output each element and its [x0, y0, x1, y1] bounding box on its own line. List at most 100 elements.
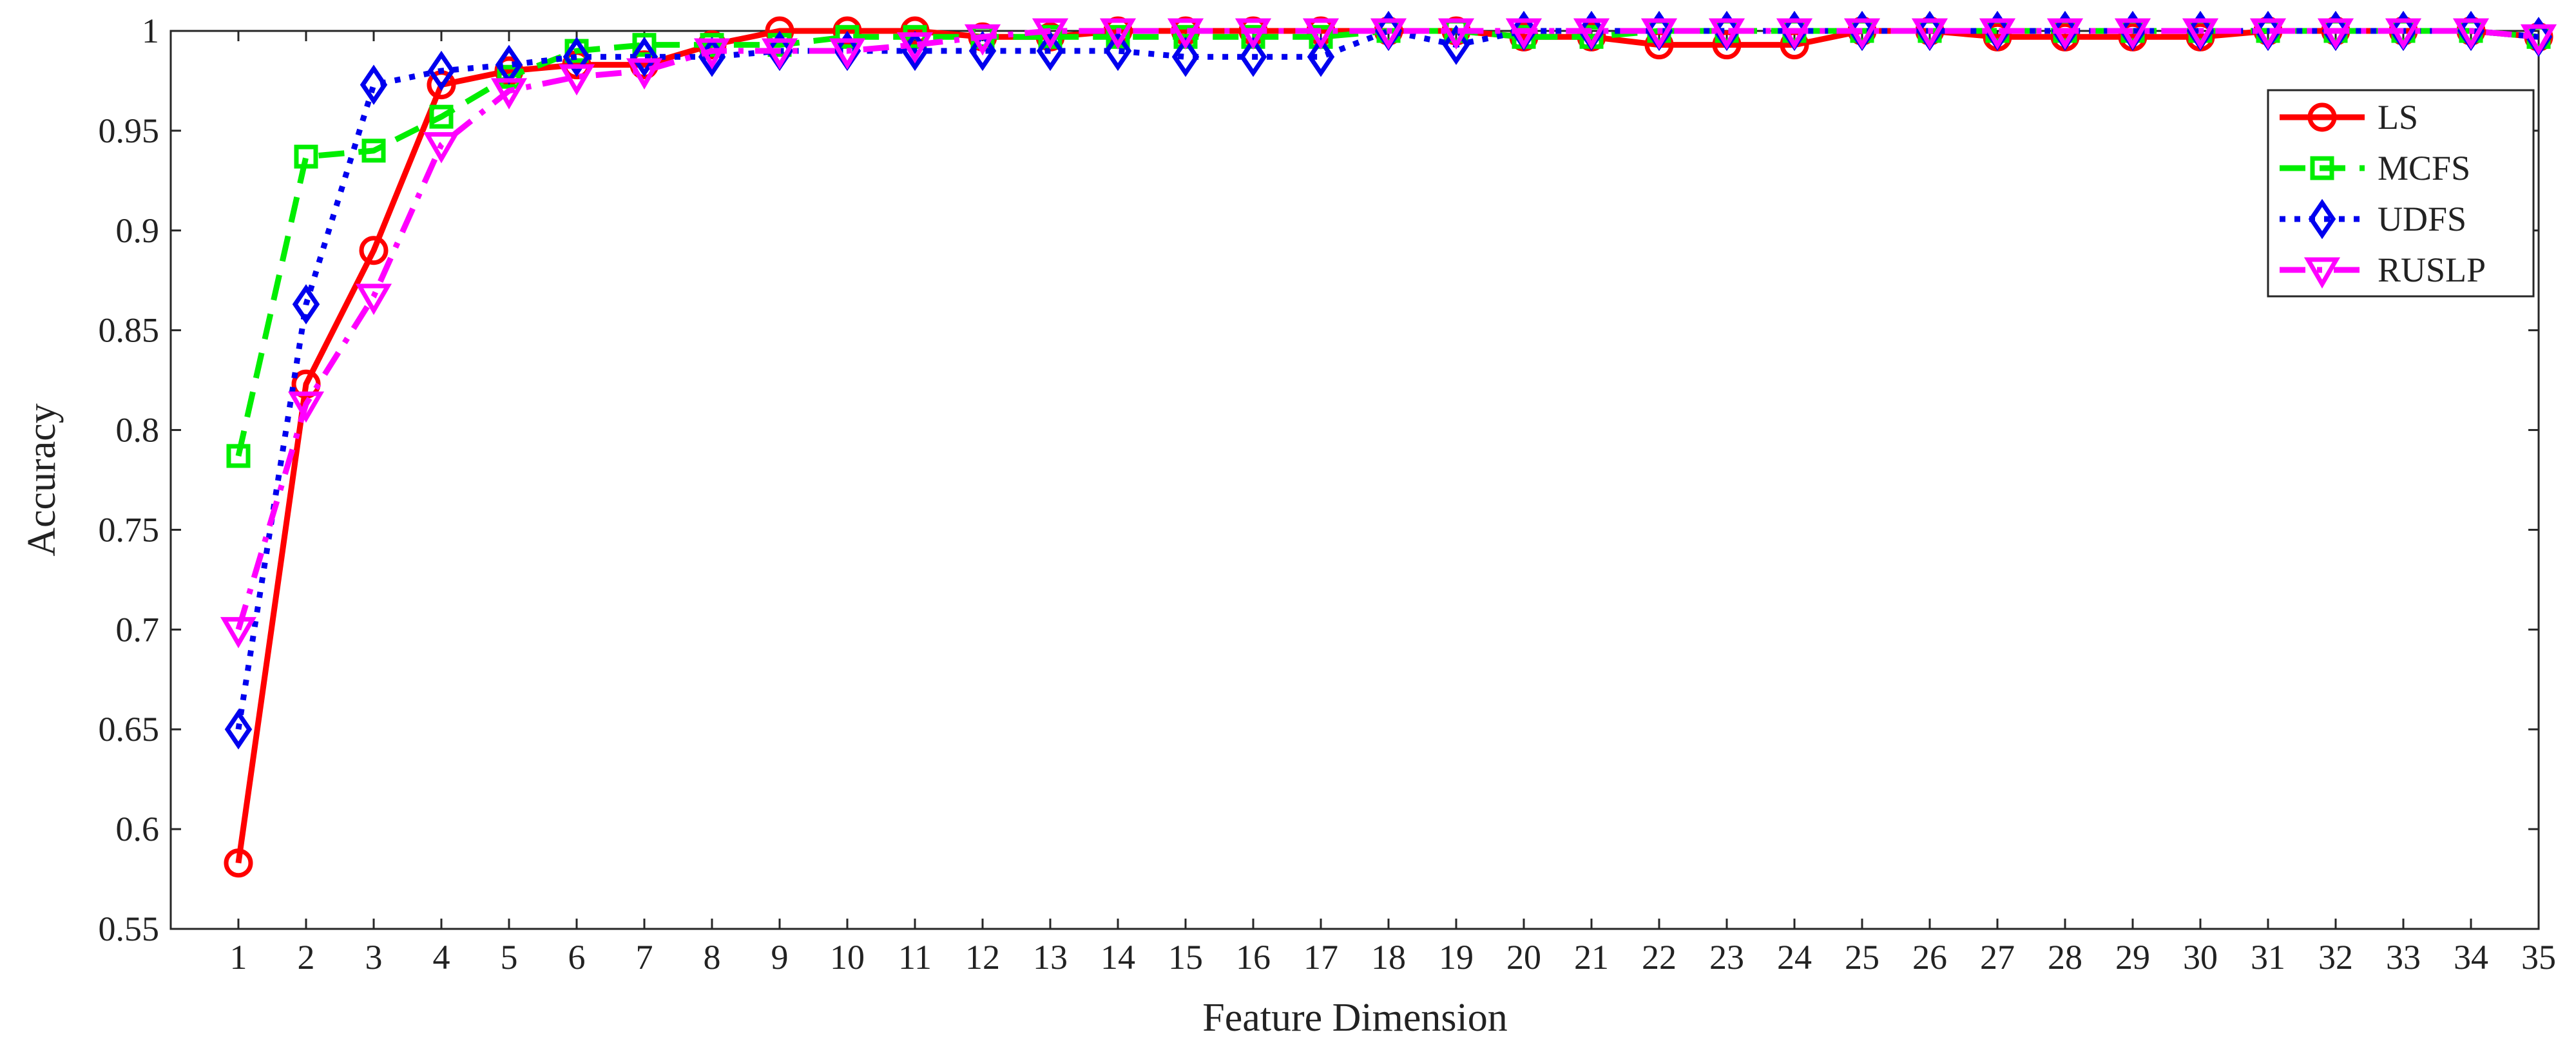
data-point-ruslp — [1235, 18, 1272, 50]
data-point-ruslp — [761, 38, 798, 70]
plot-frame — [169, 30, 2540, 930]
x-tick-label: 4 — [433, 938, 450, 977]
data-point-ruslp — [1573, 18, 1610, 50]
data-point-udfs — [292, 284, 320, 325]
data-point-ruslp — [1302, 18, 1340, 50]
legend-label: UDFS — [2378, 200, 2466, 238]
data-point-udfs — [1239, 37, 1267, 77]
data-point-ruslp — [693, 38, 731, 70]
x-tick-label: 12 — [965, 938, 1000, 977]
x-tick-label: 32 — [2318, 938, 2353, 977]
data-point-udfs — [1171, 37, 1200, 77]
data-point-ruslp — [558, 64, 595, 96]
data-point-mcfs — [835, 24, 860, 49]
x-tick-label: 11 — [898, 938, 932, 977]
data-point-ls — [900, 16, 930, 46]
series-ruslp — [220, 18, 2557, 649]
data-point-ruslp — [287, 391, 325, 423]
data-point-udfs — [360, 64, 388, 105]
data-point-ruslp — [896, 32, 934, 64]
legend-item-mcfs: MCFS — [2280, 149, 2470, 187]
y-tick-label: 0.9 — [116, 211, 160, 250]
data-point-ruslp — [355, 283, 392, 315]
data-point-mcfs — [632, 33, 657, 57]
data-point-udfs — [1036, 30, 1064, 72]
data-point-ruslp — [2249, 18, 2287, 50]
y-axis-label: Accuracy — [20, 403, 64, 557]
legend-item-ls: LS — [2280, 98, 2418, 137]
x-tick-label: 14 — [1101, 938, 1135, 977]
data-point-mcfs — [429, 104, 454, 129]
data-point-ls — [832, 16, 862, 46]
y-axis: 0.55 0.6 0.65 0.7 0.75 0.8 0.85 0.9 0.95 1 — [99, 12, 2539, 948]
x-axis: 1 2 3 4 5 6 7 8 9 10 11 12 13 14 15 16 17 18 19 20 21 22 23 24 2… — [230, 31, 2556, 977]
x-tick-label: 24 — [1777, 938, 1812, 977]
data-point-ruslp — [1032, 18, 1069, 50]
legend-marker — [2310, 156, 2334, 180]
legend-label: MCFS — [2378, 149, 2470, 187]
x-tick-label: 5 — [501, 938, 518, 977]
data-point-ruslp — [1437, 18, 1475, 50]
data-point-ruslp — [1843, 18, 1881, 50]
data-point-udfs — [1104, 30, 1132, 72]
x-tick-label: 35 — [2521, 938, 2556, 977]
x-tick-label: 28 — [2048, 938, 2082, 977]
data-point-ruslp — [423, 132, 460, 164]
data-point-udfs — [562, 37, 591, 77]
y-tick-label: 0.95 — [99, 111, 160, 150]
y-tick-label: 0.7 — [116, 610, 160, 649]
y-tick-label: 0.85 — [99, 311, 160, 350]
data-point-ruslp — [1505, 18, 1543, 50]
data-point-ruslp — [2182, 18, 2219, 50]
data-point-ruslp — [2452, 18, 2490, 50]
data-point-mcfs — [903, 24, 927, 49]
data-point-udfs — [1307, 37, 1335, 77]
x-tick-label: 16 — [1236, 938, 1271, 977]
legend-marker — [2308, 198, 2336, 240]
data-point-ls — [224, 848, 253, 878]
data-point-ruslp — [829, 38, 866, 70]
x-tick-label: 26 — [1912, 938, 1947, 977]
data-point-ruslp — [1708, 18, 1745, 50]
legend-label: RUSLP — [2378, 251, 2486, 289]
x-tick-label: 23 — [1709, 938, 1744, 977]
data-point-ruslp — [2114, 18, 2151, 50]
x-tick-label: 2 — [298, 938, 315, 977]
y-tick-label: 1 — [142, 12, 159, 50]
series-layer — [220, 10, 2557, 878]
data-point-ruslp — [1167, 18, 1204, 50]
data-point-ruslp — [1370, 18, 1407, 50]
data-point-udfs — [630, 37, 658, 77]
data-point-udfs — [427, 50, 456, 91]
plot-area — [169, 30, 2540, 930]
x-tick-label: 34 — [2454, 938, 2488, 977]
x-tick-label: 8 — [704, 938, 721, 977]
data-point-ls — [1712, 30, 1742, 60]
x-tick-label: 18 — [1371, 938, 1406, 977]
data-point-udfs — [224, 709, 253, 750]
legend-label: LS — [2378, 98, 2418, 137]
data-point-ruslp — [1911, 18, 1948, 50]
data-point-ruslp — [1979, 18, 2016, 50]
x-tick-label: 29 — [2115, 938, 2150, 977]
x-tick-label: 22 — [1642, 938, 1677, 977]
x-tick-label: 7 — [636, 938, 653, 977]
x-axis-label: Feature Dimension — [1202, 996, 1508, 1040]
data-point-ruslp — [220, 616, 257, 649]
data-point-ruslp — [2317, 18, 2354, 50]
legend-item-udfs: UDFS — [2280, 198, 2466, 240]
y-tick-label: 0.75 — [99, 510, 160, 549]
data-point-ruslp — [2385, 18, 2422, 50]
data-point-udfs — [1442, 24, 1470, 65]
data-point-ruslp — [2520, 24, 2557, 56]
y-tick-label: 0.65 — [99, 710, 160, 749]
x-tick-label: 1 — [230, 938, 247, 977]
legend-item-ruslp: RUSLP — [2280, 251, 2486, 289]
x-tick-label: 21 — [1574, 938, 1609, 977]
x-tick-label: 15 — [1168, 938, 1203, 977]
legend-marker — [2303, 257, 2341, 289]
x-tick-label: 6 — [568, 938, 586, 977]
x-tick-label: 10 — [830, 938, 865, 977]
x-tick-label: 17 — [1303, 938, 1338, 977]
